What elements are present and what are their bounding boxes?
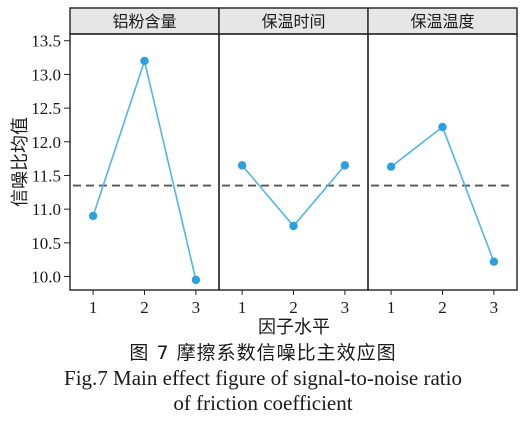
y-tick-label: 11.0 xyxy=(32,200,61,219)
y-tick-label: 11.5 xyxy=(32,166,61,185)
data-point xyxy=(438,122,447,132)
data-point xyxy=(88,211,98,221)
series-line xyxy=(92,58,197,281)
data-point xyxy=(237,161,247,170)
y-tick-label: 12.0 xyxy=(31,133,61,152)
figure-caption: 图 7 摩擦系数信噪比主效应图 Fig.7 Main effect figure… xyxy=(0,340,526,416)
data-point xyxy=(386,162,396,171)
panel-frame xyxy=(367,33,518,291)
series-line xyxy=(241,164,346,228)
y-tick-label: 10.5 xyxy=(31,234,61,253)
y-tick-label: 12.5 xyxy=(31,99,61,118)
main-effects-chart: 10.0 10.5 11.0 11.5 12.0 12.5 13.0 13.5 铝粉含量 保温时… xyxy=(10,7,518,338)
x-tick-label: 3 xyxy=(192,298,201,317)
x-tick-label: 3 xyxy=(490,298,499,317)
panels: 铝粉含量 保温时间 保温温度 xyxy=(69,7,518,291)
series-line xyxy=(390,125,495,262)
caption-chinese: 图 7 摩擦系数信噪比主效应图 xyxy=(129,342,397,364)
x-tick-label: 2 xyxy=(140,298,149,317)
panel-title: 保温温度 xyxy=(410,12,474,31)
y-tick-label: 13.5 xyxy=(31,32,61,51)
x-tick-label: 2 xyxy=(289,298,298,317)
x-tick-label: 1 xyxy=(387,298,396,317)
x-axis-label: 因子水平 xyxy=(258,317,330,338)
x-tick-label: 1 xyxy=(89,298,98,317)
y-tick-label: 13.0 xyxy=(31,65,61,84)
x-tick-label: 1 xyxy=(238,298,247,317)
y-axis: 10.0 10.5 11.0 11.5 12.0 12.5 13.0 13.5 xyxy=(31,32,70,287)
data-point xyxy=(289,221,298,231)
data-point xyxy=(191,275,201,285)
caption-english-line1: Fig.7 Main effect figure of signal-to-no… xyxy=(64,366,462,390)
data-point xyxy=(140,56,149,66)
y-tick-label: 10.0 xyxy=(31,268,61,287)
panel-title: 铝粉含量 xyxy=(112,12,176,31)
panel-header xyxy=(367,7,518,35)
x-tick-label: 3 xyxy=(341,298,350,317)
data-point xyxy=(489,257,499,266)
caption-english-line2: of friction coefficient xyxy=(173,391,353,415)
x-tick-label: 2 xyxy=(438,298,447,317)
panel-frame xyxy=(69,33,220,291)
panel-header xyxy=(69,7,220,35)
x-axis: 1 2 3 1 2 3 1 2 3 xyxy=(89,290,498,317)
panel-title: 保温时间 xyxy=(261,12,325,31)
y-axis-label: 信噪比均值 xyxy=(10,117,31,207)
data-point xyxy=(340,161,350,170)
